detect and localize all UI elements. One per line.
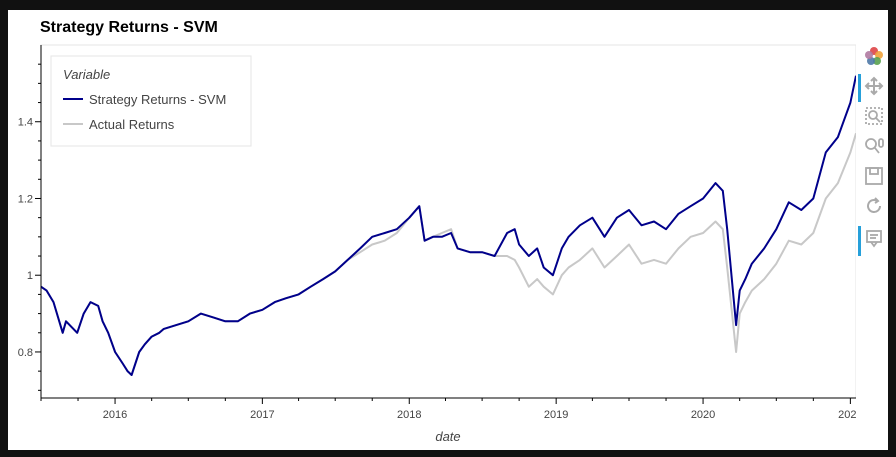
y-tick-label: 0.8 (18, 347, 33, 359)
y-tick-label: 1.4 (18, 117, 33, 129)
axes: 0.8 1 1.2 1.4 2016 2017 2018 2019 2020 2021 (18, 45, 856, 421)
legend: Variable Strategy Returns - SVM Actual R… (50, 55, 252, 147)
chart-frame: Strategy Returns - SVM 0.8 1 1.2 1.4 2016 201… (8, 10, 888, 450)
legend-title: Variable (63, 67, 110, 82)
series-line-strategy-returns (40, 75, 856, 376)
x-tick-label: 2017 (250, 409, 274, 421)
box-zoom-icon[interactable] (862, 104, 886, 128)
legend-label-strategy: Strategy Returns - SVM (89, 92, 226, 107)
legend-box (50, 55, 252, 147)
wheel-zoom-icon[interactable] (862, 134, 886, 158)
save-icon[interactable] (862, 164, 886, 188)
y-tick-label: 1 (27, 270, 33, 282)
x-tick-label: 2019 (544, 409, 568, 421)
pan-active-indicator (858, 74, 861, 102)
x-axis-label: date (435, 429, 460, 444)
pan-icon[interactable] (862, 74, 886, 98)
series-lines (40, 75, 856, 376)
reset-icon[interactable] (862, 194, 886, 218)
bokeh-logo-icon[interactable] (862, 44, 886, 68)
x-tick-label: 2018 (397, 409, 421, 421)
hover-active-indicator (858, 226, 861, 256)
hover-icon[interactable] (862, 226, 886, 250)
x-tick-label: 2021 (838, 409, 856, 421)
x-tick-label: 2016 (103, 409, 127, 421)
legend-label-actual: Actual Returns (89, 117, 175, 132)
x-tick-label: 2020 (691, 409, 715, 421)
y-tick-label: 1.2 (18, 193, 33, 205)
chart-svg: 0.8 1 1.2 1.4 2016 2017 2018 2019 2020 2021 Varia… (18, 44, 856, 444)
chart-toolbar (858, 40, 888, 280)
chart-title: Strategy Returns - SVM (40, 19, 218, 36)
